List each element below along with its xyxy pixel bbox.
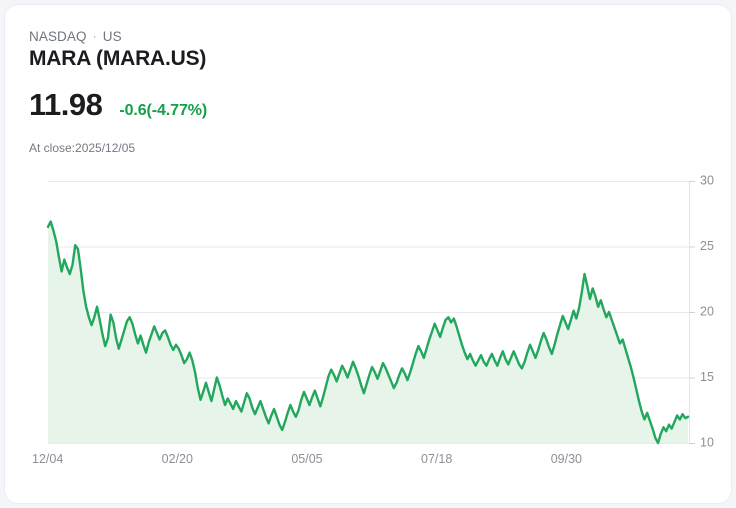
chart-x-axis-labels: 12/04 02/20 05/05 07/18 09/30 — [32, 452, 582, 466]
y-axis-tick-label: 15 — [700, 370, 714, 384]
exchange-region-line: NASDAQ · US — [29, 29, 122, 44]
x-axis-tick-label: 12/04 — [32, 452, 63, 466]
x-axis-tick-label: 07/18 — [421, 452, 452, 466]
y-axis-tick-label: 10 — [700, 435, 714, 449]
price-change: -0.6(-4.77%) — [119, 102, 208, 119]
stock-quote-card: NASDAQ · US MARA (MARA.US) 11.98 -0.6(-4.7… — [4, 4, 732, 504]
y-axis-tick-label: 25 — [700, 239, 714, 253]
exchange-name: NASDAQ — [29, 29, 87, 44]
region-name: US — [102, 29, 122, 44]
x-axis-tick-label: 02/20 — [162, 452, 193, 466]
market-status-note: At close:2025/12/05 — [29, 141, 136, 155]
x-axis-tick-label: 09/30 — [551, 452, 582, 466]
separator-dot: · — [92, 29, 97, 43]
price-value: 11.98 — [29, 87, 103, 122]
y-axis-tick-label: 30 — [700, 173, 714, 187]
y-axis-tick-label: 20 — [700, 304, 714, 318]
price-row: 11.98 -0.6(-4.77%) — [29, 87, 207, 123]
x-axis-tick-label: 05/05 — [291, 452, 322, 466]
price-chart-svg[interactable]: 30 25 20 15 10 12/04 02/20 05/05 07/18 09/30 — [5, 165, 732, 475]
chart-y-axis-labels: 30 25 20 15 10 — [700, 173, 714, 449]
chart-line — [46, 220, 690, 445]
chart-right-axis — [689, 181, 695, 444]
price-chart[interactable]: 30 25 20 15 10 12/04 02/20 05/05 07/18 09/30 — [5, 165, 732, 475]
page-title: MARA (MARA.US) — [29, 47, 207, 70]
chart-area-fill — [48, 221, 688, 443]
